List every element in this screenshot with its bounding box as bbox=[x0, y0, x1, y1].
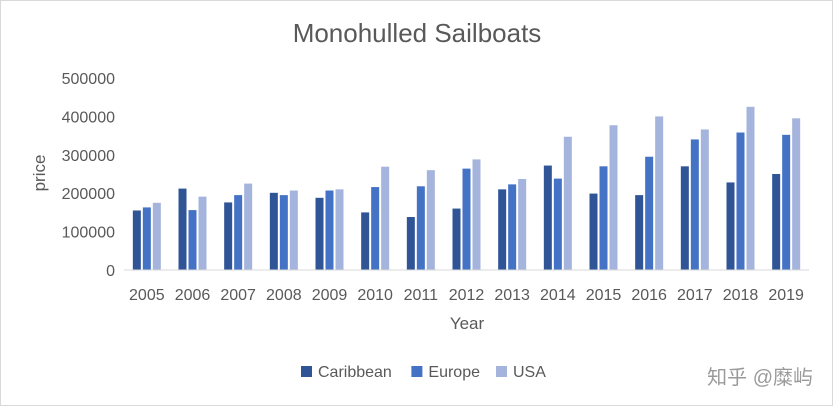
x-tick-label: 2012 bbox=[449, 287, 485, 304]
x-tick-label: 2010 bbox=[357, 287, 393, 304]
x-tick-label: 2008 bbox=[266, 287, 302, 304]
x-tick-label: 2005 bbox=[129, 287, 165, 304]
y-tick-label: 300000 bbox=[62, 148, 115, 165]
x-tick-label: 2009 bbox=[312, 287, 348, 304]
bar-europe-2011 bbox=[416, 186, 425, 270]
bar-europe-2006 bbox=[188, 210, 197, 270]
bar-caribbean-2005 bbox=[132, 210, 141, 270]
bar-caribbean-2013 bbox=[498, 189, 507, 270]
bar-usa-2018 bbox=[746, 106, 755, 270]
bar-europe-2018 bbox=[736, 132, 745, 270]
legend-swatch-caribbean bbox=[301, 366, 312, 377]
y-tick-label: 500000 bbox=[62, 71, 115, 88]
bar-caribbean-2016 bbox=[635, 195, 644, 270]
bar-usa-2007 bbox=[244, 183, 253, 270]
bar-europe-2009 bbox=[325, 190, 334, 270]
bar-europe-2008 bbox=[279, 195, 288, 270]
x-tick-label: 2019 bbox=[768, 287, 804, 304]
x-tick-label: 2017 bbox=[677, 287, 713, 304]
legend: Caribbean Europe USA bbox=[301, 364, 546, 381]
bar-usa-2017 bbox=[700, 129, 709, 270]
bar-usa-2011 bbox=[426, 170, 435, 270]
bar-europe-2017 bbox=[690, 139, 699, 270]
bar-caribbean-2007 bbox=[224, 202, 233, 270]
watermark: 知乎 @糜屿 bbox=[707, 366, 813, 389]
bar-caribbean-2006 bbox=[178, 188, 187, 270]
legend-label-europe: Europe bbox=[428, 364, 480, 381]
legend-swatch-usa bbox=[496, 366, 507, 377]
bar-caribbean-2010 bbox=[361, 212, 370, 270]
bar-caribbean-2012 bbox=[452, 208, 461, 270]
x-tick-label: 2006 bbox=[175, 287, 211, 304]
bar-europe-2013 bbox=[508, 184, 517, 270]
x-tick-label: 2018 bbox=[723, 287, 759, 304]
bar-caribbean-2008 bbox=[269, 192, 278, 270]
bar-europe-2007 bbox=[234, 195, 243, 270]
legend-swatch-europe bbox=[411, 366, 423, 377]
chart-title: Monohulled Sailboats bbox=[293, 18, 542, 48]
bar-usa-2005 bbox=[152, 202, 161, 270]
bar-usa-2010 bbox=[381, 166, 390, 270]
bar-caribbean-2017 bbox=[680, 166, 689, 270]
y-tick-label: 100000 bbox=[62, 225, 115, 242]
bar-usa-2009 bbox=[335, 189, 344, 270]
bar-series-group bbox=[132, 106, 801, 271]
bar-europe-2005 bbox=[142, 207, 151, 270]
x-tick-label: 2007 bbox=[220, 287, 256, 304]
bar-europe-2019 bbox=[782, 134, 791, 270]
y-tick-label: 0 bbox=[106, 263, 115, 280]
bar-usa-2019 bbox=[792, 118, 801, 270]
x-tick-label: 2011 bbox=[404, 287, 439, 304]
y-axis-ticks: 0 100000 200000 300000 400000 500000 bbox=[62, 71, 115, 280]
bar-usa-2015 bbox=[609, 125, 618, 271]
x-axis-label: Year bbox=[450, 314, 485, 333]
legend-label-caribbean: Caribbean bbox=[318, 364, 392, 381]
bar-usa-2014 bbox=[563, 136, 572, 270]
bar-caribbean-2018 bbox=[726, 182, 735, 270]
bar-caribbean-2009 bbox=[315, 197, 324, 270]
bar-europe-2015 bbox=[599, 166, 608, 270]
bar-caribbean-2015 bbox=[589, 193, 598, 270]
bar-usa-2013 bbox=[518, 178, 527, 270]
x-tick-label: 2016 bbox=[631, 287, 667, 304]
bar-usa-2006 bbox=[198, 196, 207, 270]
y-axis-label: price bbox=[30, 155, 49, 192]
x-tick-label: 2014 bbox=[540, 287, 576, 304]
bar-usa-2008 bbox=[289, 190, 298, 270]
bar-caribbean-2011 bbox=[406, 217, 415, 270]
bar-caribbean-2019 bbox=[772, 174, 781, 270]
x-axis-ticks: 2005 2006 2007 2008 2009 2010 2011 2012 2013 2014… bbox=[129, 287, 804, 304]
bar-europe-2014 bbox=[553, 178, 562, 270]
bar-europe-2012 bbox=[462, 168, 471, 270]
bar-europe-2010 bbox=[371, 187, 380, 270]
bar-usa-2012 bbox=[472, 159, 481, 270]
x-tick-label: 2015 bbox=[586, 287, 622, 304]
x-tick-label: 2013 bbox=[494, 287, 530, 304]
bar-usa-2016 bbox=[655, 116, 664, 271]
bar-caribbean-2014 bbox=[543, 165, 552, 270]
legend-label-usa: USA bbox=[513, 364, 546, 381]
bar-europe-2016 bbox=[645, 156, 654, 270]
y-tick-label: 400000 bbox=[62, 109, 115, 126]
y-tick-label: 200000 bbox=[62, 186, 115, 203]
